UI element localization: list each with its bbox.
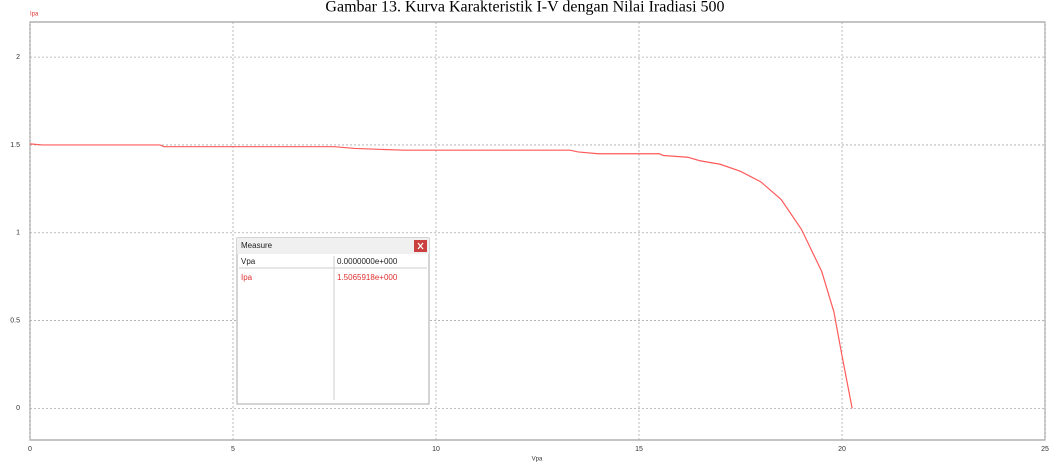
x-tick-label: 15	[635, 446, 643, 453]
dialog-frame	[236, 237, 430, 405]
measure-name: Ipa	[241, 273, 253, 282]
close-icon	[417, 242, 424, 250]
x-axis-label: Vpa	[532, 457, 543, 463]
y-tick-label: 1.5	[10, 142, 20, 149]
dialog-title: Measure	[241, 241, 273, 250]
plot-lines	[29, 143, 853, 409]
data-line	[29, 143, 853, 409]
measure-value: 0.0000000e+000	[337, 257, 398, 266]
measure-dialog: Measure Vpa 0.0000000e+000 Ipa 1.5065918…	[236, 237, 430, 405]
x-tick-label: 25	[1041, 446, 1049, 453]
x-tick-label: 10	[432, 446, 440, 453]
y-tick-label: 1	[16, 230, 20, 237]
y-tick-label: 0.5	[10, 317, 20, 324]
x-tick-label: 0	[28, 446, 32, 453]
y-tick-label: 0	[16, 405, 20, 412]
measure-value: 1.5065918e+000	[337, 273, 398, 282]
x-tick-label: 20	[838, 446, 846, 453]
x-tick-label: 5	[231, 446, 235, 453]
grid: 00.511.520 5 10 15 20 25	[10, 22, 1049, 453]
dialog-titlebar	[237, 238, 429, 254]
chart-title: Gambar 13. Kurva Karakteristik I-V denga…	[325, 0, 724, 16]
measure-name: Vpa	[241, 257, 256, 266]
y-axis-label: Ipa	[30, 12, 39, 18]
y-tick-label: 2	[16, 54, 20, 61]
